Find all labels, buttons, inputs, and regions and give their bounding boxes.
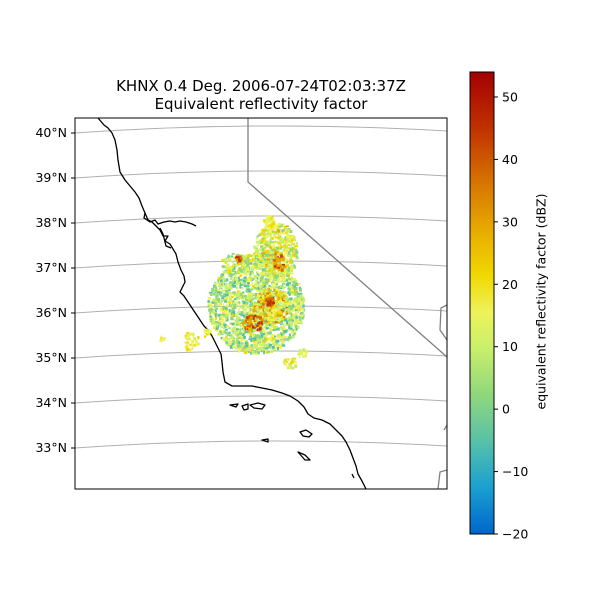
ca-az-border	[439, 304, 447, 341]
map-title-line-2: Equivalent reflectivity factor	[154, 95, 368, 113]
colorbar-ticks: 50 40 30 20 10 0 −10 −20	[494, 89, 528, 542]
lat-label: 39°N	[35, 170, 67, 185]
gridline-40N	[75, 125, 447, 134]
lat-label: 33°N	[35, 440, 67, 455]
colorbar-tick-label: 0	[502, 402, 510, 417]
gridline-33N	[75, 440, 447, 449]
map-frame	[74, 117, 448, 490]
lat-label: 37°N	[35, 260, 67, 275]
lat-label: 35°N	[35, 350, 67, 365]
lat-label: 36°N	[35, 305, 67, 320]
colorbar-tick-label: 50	[502, 89, 518, 104]
colorbar-tick-label: 10	[502, 339, 518, 354]
gridline-38N	[75, 215, 447, 224]
ca-nv-border	[247, 118, 447, 358]
latitude-gridlines	[75, 125, 447, 449]
colorbar-tick-label: 30	[502, 214, 518, 229]
radar-echo-layer	[159, 214, 309, 370]
california-coast	[97, 118, 367, 489]
gridline-39N	[75, 170, 447, 179]
lat-label: 40°N	[35, 125, 67, 140]
gridline-34N	[75, 395, 447, 404]
channel-islands	[229, 402, 313, 461]
state-borders	[247, 118, 447, 489]
colorbar: 50 40 30 20 10 0 −10 −20	[469, 71, 528, 542]
ca-mexico-border	[437, 469, 447, 489]
latitude-labels: 40°N 39°N 38°N 37°N 36°N 35°N 34°N 33°N	[35, 125, 67, 455]
colorbar-label: equivalent reflectivity factor (dBZ)	[533, 193, 549, 410]
colorbar-tick-label: −10	[502, 464, 528, 479]
lat-label: 34°N	[35, 395, 67, 410]
colorbar-tick-label: −20	[502, 527, 528, 542]
coastline	[97, 118, 367, 489]
map-area	[75, 118, 447, 489]
colorbar-tick-label: 20	[502, 277, 518, 292]
lat-label: 38°N	[35, 215, 67, 230]
colorbar-gradient	[469, 71, 495, 535]
map-title-line-1: KHNX 0.4 Deg. 2006-07-24T02:03:37Z	[116, 77, 406, 95]
colorbar-tick-label: 40	[502, 152, 518, 167]
sf-bay	[143, 212, 197, 227]
